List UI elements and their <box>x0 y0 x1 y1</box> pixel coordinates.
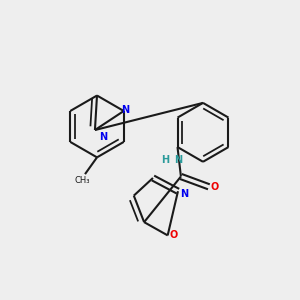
Text: CH₃: CH₃ <box>74 176 90 184</box>
Text: N: N <box>180 189 188 199</box>
Text: O: O <box>210 182 218 192</box>
Text: N: N <box>121 104 129 115</box>
Text: H: H <box>161 155 169 165</box>
Text: O: O <box>169 230 178 240</box>
Text: N: N <box>99 132 107 142</box>
Text: N: N <box>174 155 182 165</box>
